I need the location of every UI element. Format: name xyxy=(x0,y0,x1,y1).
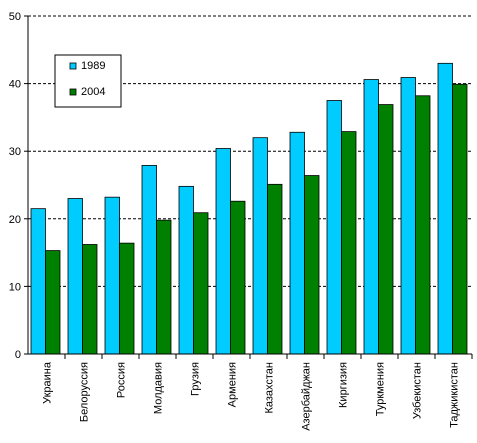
x-tick-labels: Украина Белоруссия Россия Молдавия Грузия Арм… xyxy=(42,361,461,431)
bar-1989-10 xyxy=(400,77,416,355)
x-tick-label: Казахстан xyxy=(264,362,276,414)
y-tick-label: 50 xyxy=(9,11,21,23)
x-tick-label: Таджикистан xyxy=(449,362,461,428)
bar-2004-0 xyxy=(45,250,61,355)
x-tick-label: Украина xyxy=(42,361,54,404)
x-tick-label: Грузия xyxy=(190,362,202,396)
x-tick-label: Молдавия xyxy=(153,362,165,414)
bar-1989-1 xyxy=(67,198,83,355)
bar-1989-2 xyxy=(104,196,120,355)
x-tick-label: Армения xyxy=(227,362,239,407)
y-tick-label: 30 xyxy=(9,146,21,158)
bar-1989-5 xyxy=(215,148,231,355)
legend-label-1989: 1989 xyxy=(81,60,105,72)
y-tick-label: 20 xyxy=(9,214,21,226)
bar-2004-8 xyxy=(341,131,357,355)
bar-1989-3 xyxy=(141,164,157,355)
legend-label-2004: 2004 xyxy=(81,86,105,98)
bar-2004-7 xyxy=(304,175,320,355)
bar-2004-6 xyxy=(267,183,283,355)
legend: 1989 2004 xyxy=(54,54,122,108)
bar-1989-9 xyxy=(363,79,379,355)
bar-2004-4 xyxy=(193,212,209,355)
bar-2004-1 xyxy=(82,244,98,355)
gridlines xyxy=(28,15,472,287)
bar-2004-10 xyxy=(415,95,431,355)
x-tick-label: Узбекистан xyxy=(412,362,424,419)
bar-1989-0 xyxy=(30,208,46,355)
axes xyxy=(24,15,473,359)
x-tick-label: Белоруссия xyxy=(79,362,91,422)
y-tick-labels: 0 10 20 30 40 50 xyxy=(9,11,21,361)
x-tick-label: Россия xyxy=(116,362,128,398)
y-tick-label: 0 xyxy=(15,349,21,361)
bar-1989-6 xyxy=(252,137,268,355)
bar-1989-8 xyxy=(326,100,342,355)
bar-2004-9 xyxy=(378,104,394,355)
bar-2004-3 xyxy=(156,219,172,355)
y-tick-label: 40 xyxy=(9,79,21,91)
legend-box xyxy=(54,54,122,108)
y-tick-label: 10 xyxy=(9,281,21,293)
x-tick-label: Азербайджан xyxy=(301,362,313,431)
bar-2004-2 xyxy=(119,242,135,355)
bar-2004-5 xyxy=(230,200,246,355)
bar-1989-4 xyxy=(178,185,194,355)
bar-2004-11 xyxy=(452,83,468,355)
bars xyxy=(30,62,468,355)
legend-swatch-1989 xyxy=(69,62,77,70)
x-tick-label: Туркмения xyxy=(375,362,387,416)
bar-1989-7 xyxy=(289,131,305,355)
x-tick-label: Киргизия xyxy=(338,362,350,408)
legend-swatch-2004 xyxy=(69,88,77,96)
bar-1989-11 xyxy=(437,62,453,355)
